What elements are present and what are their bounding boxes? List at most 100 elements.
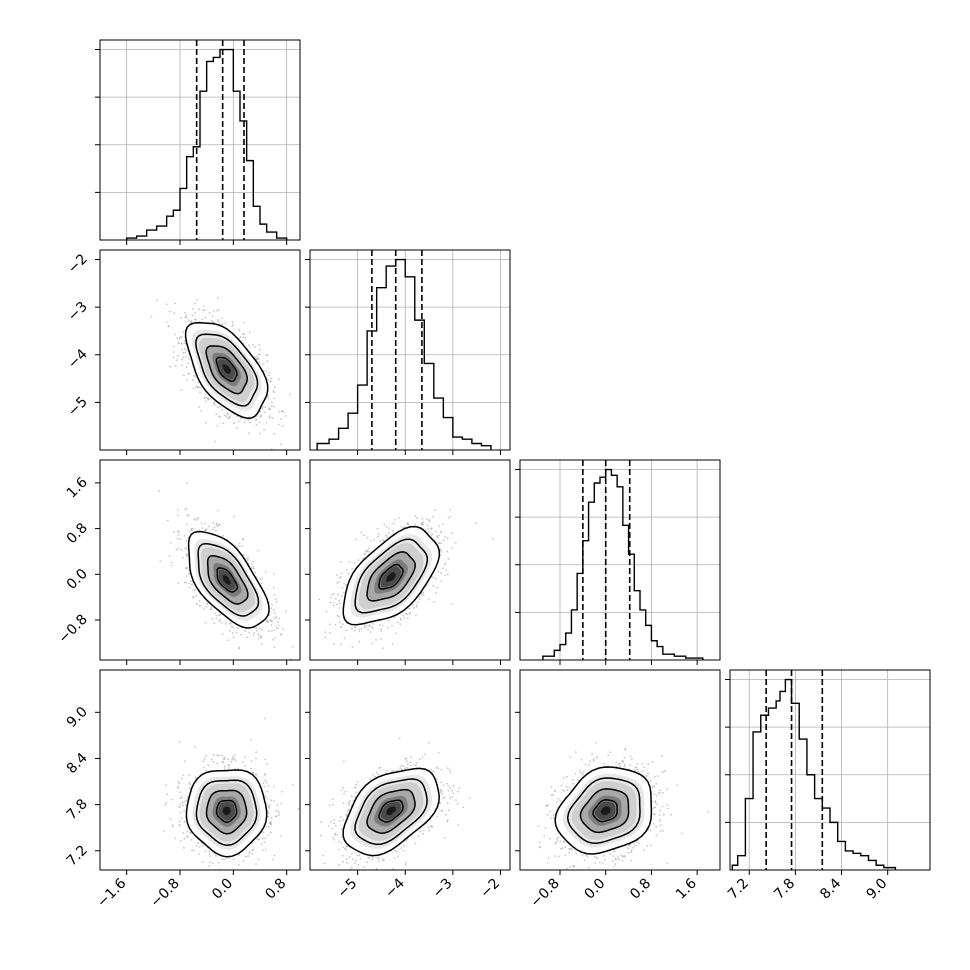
scatter-point: [185, 581, 188, 584]
scatter-point: [171, 561, 173, 564]
contour-line: [197, 542, 260, 617]
scatter-point: [340, 643, 342, 646]
scatter-point: [182, 774, 185, 776]
scatter-point: [256, 355, 259, 358]
scatter-point: [241, 332, 244, 335]
scatter-point: [269, 408, 271, 411]
scatter-point: [187, 362, 189, 365]
scatter-point: [275, 626, 278, 629]
scatter-point: [337, 581, 340, 583]
scatter-point: [427, 598, 430, 601]
scatter-point: [324, 636, 327, 639]
scatter-point: [357, 559, 360, 561]
scatter-point: [348, 561, 351, 563]
scatter-point: [192, 387, 195, 390]
scatter-point: [185, 355, 187, 358]
scatter-point: [177, 533, 180, 536]
scatter-point: [196, 299, 198, 301]
scatter-point: [188, 569, 190, 572]
scatter-point: [196, 385, 199, 388]
scatter-point: [167, 325, 170, 328]
scatter-point: [255, 418, 258, 420]
scatter-point: [247, 418, 250, 421]
scatter-point: [270, 607, 272, 609]
scatter-point: [195, 519, 198, 521]
scatter-point: [408, 607, 411, 610]
scatter-point: [245, 557, 248, 559]
scatter-point: [173, 345, 175, 348]
scatter-point: [363, 534, 366, 537]
scatter-point: [382, 539, 384, 541]
scatter-point: [180, 336, 183, 338]
scatter-point: [273, 594, 276, 596]
scatter-point: [434, 591, 437, 594]
scatter-point: [214, 612, 217, 615]
scatter-point: [243, 421, 246, 423]
scatter-point: [271, 620, 273, 623]
scatter-point: [439, 542, 441, 544]
scatter-point: [413, 607, 415, 609]
scatter-point: [240, 417, 242, 420]
scatter-point: [381, 624, 384, 627]
scatter-point: [255, 357, 257, 360]
scatter-point: [212, 321, 215, 324]
contour-line: [215, 356, 238, 383]
scatter-point: [263, 411, 266, 413]
histogram-panel-1: [305, 249, 511, 455]
scatter-point: [261, 628, 263, 631]
scatter-point: [232, 323, 234, 326]
scatter-point: [376, 527, 379, 530]
scatter-point: [340, 626, 343, 628]
scatter-point: [259, 415, 262, 418]
scatter-point: [272, 389, 275, 392]
scatter-point: [427, 528, 429, 530]
scatter-point: [436, 535, 439, 538]
scatter-point: [217, 523, 220, 526]
scatter-point: [179, 336, 182, 338]
scatter-point: [227, 413, 230, 416]
scatter-point: [271, 401, 273, 404]
scatter-point: [240, 633, 243, 636]
scatter-point: [336, 603, 338, 606]
scatter-point: [329, 596, 332, 599]
scatter-point: [176, 359, 179, 361]
scatter-point: [185, 366, 188, 368]
scatter-point: [432, 576, 435, 579]
scatter-point: [224, 322, 227, 325]
scatter-point: [271, 604, 273, 606]
scatter-point: [285, 415, 287, 417]
scatter-point: [248, 331, 251, 334]
scatter-point: [214, 440, 217, 443]
scatter-point: [338, 599, 341, 602]
scatter-point: [351, 627, 353, 630]
scatter-point: [173, 312, 176, 315]
scatter-point: [193, 595, 195, 598]
scatter-point: [203, 309, 206, 311]
scatter-point: [228, 416, 231, 418]
scatter-point: [260, 643, 263, 645]
scatter-point: [205, 422, 208, 424]
scatter-point: [205, 606, 208, 608]
scatter-point: [165, 303, 168, 306]
scatter-point: [183, 535, 186, 537]
scatter-point: [185, 567, 187, 570]
scatter-point: [184, 351, 187, 354]
scatter-point: [418, 595, 420, 598]
scatter-point: [333, 643, 336, 645]
scatter-point: [372, 627, 374, 629]
scatter-point: [221, 317, 223, 320]
scatter-point: [249, 738, 252, 741]
scatter-point: [332, 602, 335, 604]
histogram-panel-2: [515, 459, 721, 665]
scatter-point: [422, 523, 424, 526]
scatter-point: [278, 617, 281, 620]
scatter-point: [233, 422, 236, 424]
scatter-point: [271, 661, 273, 663]
scatter-point: [190, 321, 193, 324]
scatter-point: [280, 634, 283, 636]
scatter-point: [185, 314, 188, 317]
scatter-point: [247, 557, 250, 559]
scatter-point: [194, 385, 197, 388]
scatter-point: [340, 572, 343, 574]
scatter-point: [447, 573, 449, 576]
